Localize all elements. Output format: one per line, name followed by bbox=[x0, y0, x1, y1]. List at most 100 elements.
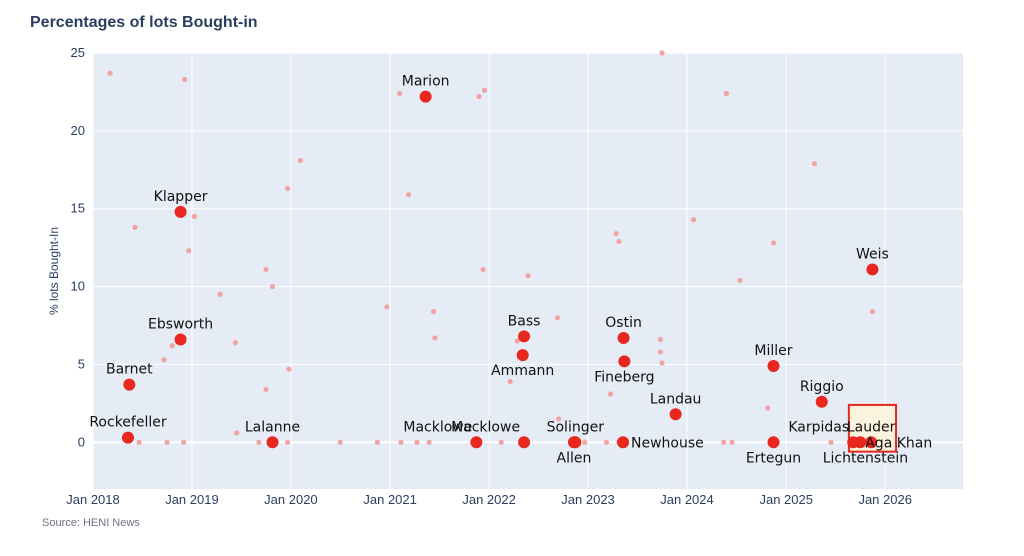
point-label: Bass bbox=[508, 313, 541, 329]
background-point bbox=[285, 439, 291, 445]
background-point bbox=[285, 185, 291, 192]
background-point bbox=[613, 231, 619, 237]
background-point bbox=[397, 90, 403, 97]
background-point bbox=[556, 416, 562, 422]
highlighted-point bbox=[518, 330, 531, 343]
point-label: Lichtenstein bbox=[823, 450, 908, 466]
background-point bbox=[729, 439, 735, 445]
background-point bbox=[430, 308, 437, 315]
source-note: Source: HENI News bbox=[42, 517, 140, 529]
highlighted-point bbox=[174, 205, 187, 218]
x-tick-label: Jan 2026 bbox=[858, 492, 912, 507]
background-point bbox=[554, 315, 561, 321]
highlighted-point bbox=[470, 436, 483, 449]
point-label: Miller bbox=[754, 343, 792, 359]
background-point bbox=[182, 76, 188, 83]
background-point bbox=[136, 439, 142, 445]
axis-ticks: 0 5 10 15 20 25 Jan 2018 Jan 2019 Jan 2020 Jan 20… bbox=[66, 45, 912, 507]
background-point bbox=[616, 238, 622, 245]
background-point bbox=[514, 338, 520, 344]
point-label: Ertegun bbox=[746, 450, 801, 466]
background-point bbox=[765, 405, 771, 411]
background-point bbox=[476, 94, 482, 100]
point-label: Fineberg bbox=[594, 369, 654, 385]
point-label: Lauder bbox=[847, 419, 896, 435]
highlighted-point bbox=[617, 331, 630, 344]
background-point bbox=[180, 439, 187, 445]
highlighted-point bbox=[617, 436, 630, 449]
background-point bbox=[263, 386, 269, 392]
highlighted-point bbox=[121, 431, 134, 444]
background-point bbox=[657, 336, 664, 343]
point-label: Riggio bbox=[800, 379, 844, 395]
highlighted-point bbox=[174, 333, 187, 346]
point-label: Macklowe bbox=[451, 419, 520, 435]
background-point bbox=[828, 439, 834, 445]
y-tick-label: 10 bbox=[71, 279, 85, 294]
highlighted-point bbox=[866, 263, 879, 276]
background-point bbox=[498, 439, 504, 445]
background-point bbox=[164, 439, 170, 445]
background-point bbox=[107, 70, 113, 76]
x-tick-label: Jan 2021 bbox=[363, 492, 417, 507]
background-point bbox=[657, 349, 664, 355]
background-point bbox=[659, 50, 665, 56]
point-label: Aga Khan bbox=[865, 435, 932, 451]
x-tick-label: Jan 2024 bbox=[660, 492, 714, 507]
chart-title: Percentages of lots Bought-in bbox=[30, 14, 258, 31]
point-label: Ostin bbox=[605, 315, 642, 331]
point-label: Barnet bbox=[106, 362, 153, 378]
highlighted-points bbox=[121, 90, 879, 449]
highlighted-point bbox=[518, 436, 531, 449]
background-point bbox=[269, 283, 276, 290]
highlighted-point bbox=[266, 436, 279, 449]
highlighted-point bbox=[767, 359, 780, 372]
y-tick-label: 5 bbox=[78, 356, 85, 371]
background-point bbox=[297, 157, 304, 164]
point-label: Ammann bbox=[491, 363, 554, 379]
point-label: Macklowe bbox=[403, 419, 472, 435]
y-tick-label: 0 bbox=[78, 434, 85, 449]
background-point bbox=[217, 291, 223, 297]
point-labels: Rockefeller Barnet Klapper Ebsworth Lalanne M… bbox=[89, 74, 932, 467]
highlighted-point bbox=[567, 436, 580, 449]
background-point bbox=[432, 335, 438, 341]
background-point bbox=[263, 266, 269, 273]
plot-area bbox=[93, 53, 963, 489]
point-label: Weis bbox=[856, 246, 889, 262]
y-tick-label: 25 bbox=[71, 45, 85, 60]
point-label: Rockefeller bbox=[89, 415, 167, 431]
background-point bbox=[234, 430, 240, 436]
background-point bbox=[481, 87, 488, 93]
highlighted-point bbox=[618, 355, 631, 368]
background-point bbox=[811, 160, 818, 167]
highlighted-point bbox=[123, 378, 136, 391]
point-label: Ebsworth bbox=[148, 317, 213, 333]
y-tick-label: 15 bbox=[71, 201, 85, 216]
background-point bbox=[690, 217, 697, 223]
point-label: Newhouse bbox=[631, 435, 704, 451]
background-point bbox=[337, 439, 343, 445]
background-point bbox=[869, 308, 876, 315]
background-point bbox=[132, 224, 138, 230]
background-point bbox=[191, 213, 197, 220]
highlighted-point bbox=[815, 395, 828, 408]
background-point bbox=[186, 248, 192, 254]
background-point bbox=[507, 378, 513, 385]
point-label: Marion bbox=[402, 74, 450, 90]
background-point bbox=[384, 304, 390, 310]
x-tick-label: Jan 2018 bbox=[66, 492, 120, 507]
highlighted-point bbox=[419, 90, 432, 103]
background-point bbox=[414, 439, 420, 445]
x-tick-label: Jan 2020 bbox=[264, 492, 318, 507]
point-label: Lalanne bbox=[245, 419, 300, 435]
background-point bbox=[374, 439, 380, 445]
background-point bbox=[723, 90, 729, 97]
point-label: Klapper bbox=[154, 189, 208, 205]
background-point bbox=[721, 439, 727, 445]
background-point bbox=[405, 192, 412, 198]
background-point bbox=[582, 439, 588, 445]
x-tick-label: Jan 2022 bbox=[462, 492, 516, 507]
background-point bbox=[607, 391, 614, 397]
